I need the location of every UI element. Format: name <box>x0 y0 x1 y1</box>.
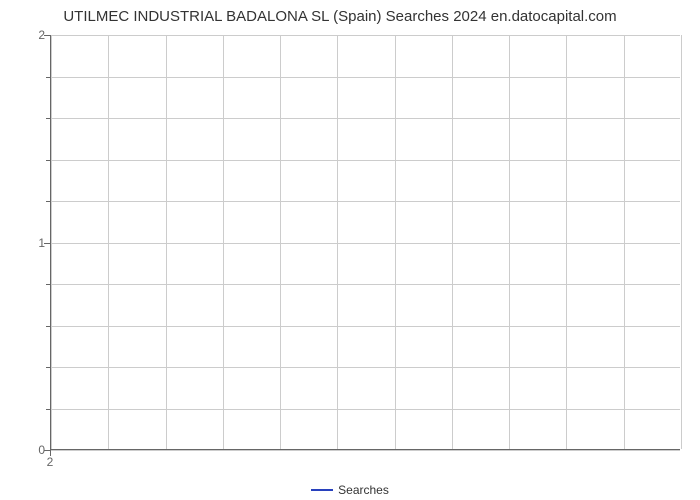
legend-line-icon <box>311 489 333 491</box>
grid-line-h <box>51 160 680 161</box>
grid-line-h <box>51 409 680 410</box>
grid-line-h <box>51 326 680 327</box>
grid-line-v <box>452 35 453 449</box>
y-tick-mark <box>44 35 50 36</box>
grid-line-v <box>509 35 510 449</box>
grid-line-v <box>280 35 281 449</box>
grid-line-v <box>624 35 625 449</box>
grid-line-h <box>51 450 680 451</box>
grid-line-v <box>681 35 682 449</box>
y-minor-tick-mark <box>46 326 50 327</box>
grid-line-v <box>337 35 338 449</box>
plot-area <box>50 35 680 450</box>
grid-line-v <box>566 35 567 449</box>
grid-line-v <box>395 35 396 449</box>
y-tick-mark <box>44 243 50 244</box>
grid-line-v <box>51 35 52 449</box>
x-tick-mark <box>50 450 51 456</box>
x-tick-label: 2 <box>47 455 54 469</box>
y-minor-tick-mark <box>46 77 50 78</box>
legend-label: Searches <box>338 483 389 497</box>
grid-line-v <box>166 35 167 449</box>
grid-line-h <box>51 367 680 368</box>
chart-title: UTILMEC INDUSTRIAL BADALONA SL (Spain) S… <box>0 8 680 25</box>
grid-line-h <box>51 201 680 202</box>
y-minor-tick-mark <box>46 118 50 119</box>
y-minor-tick-mark <box>46 409 50 410</box>
y-minor-tick-mark <box>46 160 50 161</box>
grid-line-h <box>51 243 680 244</box>
y-minor-tick-mark <box>46 284 50 285</box>
grid-line-h <box>51 35 680 36</box>
y-minor-tick-mark <box>46 201 50 202</box>
y-minor-tick-mark <box>46 367 50 368</box>
chart-legend: Searches <box>0 483 700 497</box>
grid-line-v <box>108 35 109 449</box>
grid-line-v <box>223 35 224 449</box>
grid-line-h <box>51 118 680 119</box>
grid-line-h <box>51 77 680 78</box>
grid-line-h <box>51 284 680 285</box>
